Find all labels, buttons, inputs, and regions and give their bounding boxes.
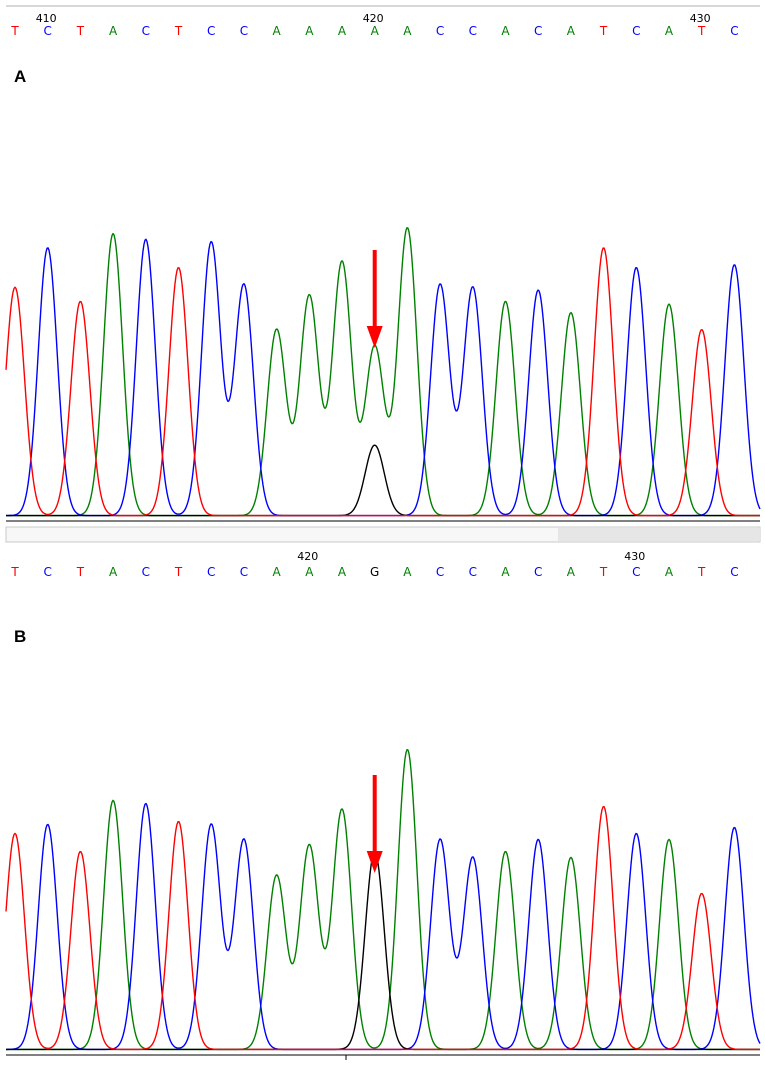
base-call-b-5: T bbox=[174, 565, 183, 579]
base-call-b-14: C bbox=[469, 565, 477, 579]
base-call-b-10: A bbox=[338, 565, 347, 579]
base-call-a-4: C bbox=[142, 24, 150, 38]
trace-b-A bbox=[6, 749, 760, 1051]
panel-label-a: A bbox=[14, 67, 26, 86]
traces-b bbox=[5, 749, 761, 1051]
base-call-b-20: A bbox=[665, 565, 674, 579]
scrollbar-thumb[interactable] bbox=[558, 528, 760, 541]
base-call-a-0: T bbox=[10, 24, 19, 38]
base-call-b-18: T bbox=[599, 565, 608, 579]
base-call-a-18: T bbox=[599, 24, 608, 38]
panel-label-b: B bbox=[14, 627, 26, 646]
base-call-a-7: C bbox=[240, 24, 248, 38]
position-label-420: 420 bbox=[363, 12, 384, 25]
base-call-a-12: A bbox=[403, 24, 412, 38]
base-call-a-22: C bbox=[730, 24, 738, 38]
position-labels-b: 420 430 bbox=[297, 550, 645, 563]
base-call-a-11: A bbox=[371, 24, 380, 38]
base-call-a-16: C bbox=[534, 24, 542, 38]
base-call-b-11: G bbox=[370, 565, 379, 579]
position-label-410: 410 bbox=[36, 12, 57, 25]
arrow-head-b bbox=[366, 851, 383, 873]
panel-a: 410 420 430 T C T A C T C C A A A A A C C A C A T C A T C A bbox=[5, 12, 761, 543]
base-call-b-1: C bbox=[44, 565, 52, 579]
base-call-a-2: T bbox=[76, 24, 85, 38]
base-call-b-2: T bbox=[76, 565, 85, 579]
position-labels-a: 410 420 430 bbox=[36, 12, 711, 25]
base-call-b-16: C bbox=[534, 565, 542, 579]
base-call-a-3: A bbox=[109, 24, 118, 38]
trace-a-T bbox=[5, 247, 760, 517]
position-label-430: 430 bbox=[624, 550, 645, 563]
base-call-b-0: T bbox=[10, 565, 19, 579]
base-call-b-19: C bbox=[632, 565, 640, 579]
traces-a bbox=[5, 226, 761, 517]
base-call-a-19: C bbox=[632, 24, 640, 38]
base-call-a-14: C bbox=[469, 24, 477, 38]
base-call-b-7: C bbox=[240, 565, 248, 579]
base-call-a-9: A bbox=[305, 24, 314, 38]
trace-b-T bbox=[5, 805, 760, 1051]
base-call-a-8: A bbox=[272, 24, 281, 38]
base-call-a-15: A bbox=[501, 24, 510, 38]
trace-b-G bbox=[6, 850, 760, 1051]
base-call-b-8: A bbox=[272, 565, 281, 579]
mutation-arrow-a bbox=[366, 250, 383, 348]
base-call-a-21: T bbox=[697, 24, 706, 38]
base-call-a-10: A bbox=[338, 24, 347, 38]
base-call-b-3: A bbox=[109, 565, 118, 579]
panel-b: 420 430 T C T A C T C C A A A G A C C A C A T C A T C B bbox=[5, 550, 761, 1060]
base-call-a-1: C bbox=[44, 24, 52, 38]
base-call-b-13: C bbox=[436, 565, 444, 579]
trace-a-G bbox=[6, 444, 760, 517]
base-call-b-12: A bbox=[403, 565, 412, 579]
base-call-a-6: C bbox=[207, 24, 215, 38]
arrow-head-a bbox=[366, 326, 383, 348]
base-call-a-17: A bbox=[567, 24, 576, 38]
base-call-b-6: C bbox=[207, 565, 215, 579]
position-label-420: 420 bbox=[297, 550, 318, 563]
base-call-b-4: C bbox=[142, 565, 150, 579]
base-call-b-22: C bbox=[730, 565, 738, 579]
base-call-b-17: A bbox=[567, 565, 576, 579]
base-call-a-20: A bbox=[665, 24, 674, 38]
base-call-a-5: T bbox=[174, 24, 183, 38]
base-call-b-15: A bbox=[501, 565, 510, 579]
base-call-b-21: T bbox=[697, 565, 706, 579]
mutation-arrow-b bbox=[366, 775, 383, 873]
base-call-b-9: A bbox=[305, 565, 314, 579]
position-label-430: 430 bbox=[690, 12, 711, 25]
base-call-a-13: C bbox=[436, 24, 444, 38]
